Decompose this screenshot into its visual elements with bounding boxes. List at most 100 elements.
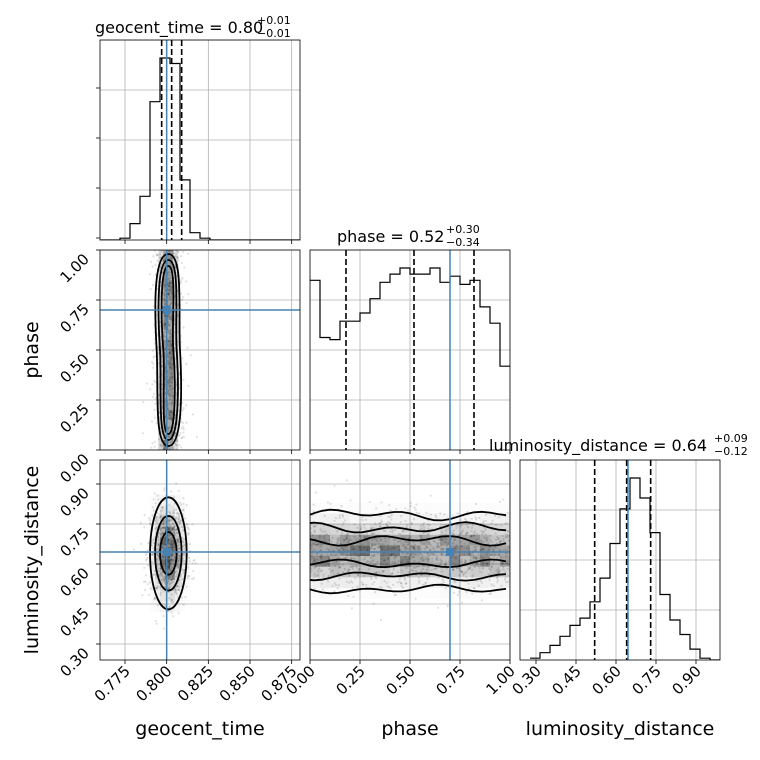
scatter-point — [490, 565, 493, 568]
density-cell — [178, 260, 183, 270]
scatter-point — [498, 553, 501, 556]
scatter-point — [477, 553, 480, 556]
density-cell — [165, 558, 170, 570]
scatter-point — [370, 578, 373, 581]
scatter-point — [149, 260, 153, 263]
scatter-point — [167, 293, 171, 296]
scatter-point — [322, 536, 325, 539]
scatter-point — [312, 559, 316, 563]
scatter-point — [172, 559, 175, 563]
scatter-point — [412, 518, 416, 521]
scatter-point — [492, 555, 496, 558]
scatter-point — [320, 582, 323, 585]
scatter-point — [413, 543, 417, 547]
scatter-point — [181, 509, 185, 512]
scatter-point — [422, 542, 425, 545]
scatter-point — [396, 571, 400, 574]
scatter-point — [172, 573, 175, 576]
scatter-point — [469, 554, 472, 557]
scatter-point — [146, 583, 149, 586]
density-cell — [170, 505, 175, 516]
title-phase-minus: −0.34 — [446, 236, 480, 249]
density-cell — [500, 513, 510, 524]
scatter-point — [169, 528, 172, 531]
scatter-point — [362, 583, 365, 586]
density-cell — [340, 534, 350, 546]
scatter-point — [492, 547, 495, 550]
scatter-point — [151, 442, 154, 445]
density-cell — [163, 330, 169, 340]
scatter-point — [404, 520, 407, 523]
scatter-point — [170, 558, 173, 561]
truth-marker — [446, 548, 454, 556]
density-cell — [173, 410, 179, 420]
scatter-point — [152, 541, 155, 545]
scatter-point — [313, 576, 316, 580]
scatter-point — [171, 375, 174, 378]
scatter-point — [162, 555, 165, 558]
scatter-point — [162, 489, 166, 492]
contour-line-upper — [310, 508, 507, 522]
scatter-point — [347, 541, 350, 544]
density-cell — [490, 556, 500, 567]
scatter-point — [157, 543, 160, 546]
scatter-point — [317, 570, 320, 573]
y-tick-label: 0.45 — [56, 604, 92, 640]
x-tick-label: 0.60 — [588, 662, 624, 698]
scatter-point — [167, 292, 170, 295]
scatter-point — [465, 570, 468, 574]
density-cell — [168, 260, 174, 270]
scatter-point — [386, 523, 389, 527]
scatter-point — [485, 564, 488, 567]
scatter-point — [499, 540, 502, 543]
scatter-point — [163, 543, 166, 546]
density-cell — [440, 588, 450, 599]
density-cell — [380, 534, 390, 546]
scatter-point — [147, 541, 150, 545]
density-cell — [163, 320, 169, 330]
scatter-point — [167, 389, 170, 392]
scatter-point — [361, 543, 364, 546]
scatter-point — [489, 534, 492, 537]
scatter-point — [490, 566, 493, 569]
scatter-point — [168, 337, 171, 340]
scatter-point — [167, 291, 171, 294]
scatter-point — [343, 548, 346, 551]
scatter-point — [409, 554, 412, 558]
scatter-point — [156, 254, 159, 257]
scatter-point — [333, 484, 336, 487]
scatter-point — [460, 561, 464, 564]
scatter-point — [430, 560, 433, 563]
scatter-point — [161, 532, 164, 535]
scatter-point — [351, 581, 354, 584]
scatter-point — [170, 344, 173, 347]
scatter-point — [393, 538, 396, 542]
panel-frame-2-0 — [99, 459, 301, 661]
density-cell — [175, 505, 180, 516]
scatter-point — [170, 564, 173, 567]
scatter-point — [360, 526, 363, 529]
density-cell — [420, 545, 430, 556]
scatter-point — [169, 560, 172, 563]
scatter-point — [180, 298, 184, 301]
scatter-point — [488, 578, 491, 581]
scatter-point — [186, 577, 190, 580]
scatter-point — [160, 445, 163, 448]
density-cell — [350, 534, 360, 546]
scatter-point — [169, 417, 172, 420]
scatter-point — [157, 535, 160, 538]
scatter-point — [429, 513, 432, 516]
scatter-point — [482, 520, 485, 523]
scatter-point — [162, 448, 166, 450]
scatter-point — [363, 524, 366, 527]
scatter-point — [170, 391, 173, 394]
scatter-point — [313, 587, 316, 590]
scatter-point — [156, 254, 159, 257]
scatter-point — [317, 543, 320, 546]
scatter-point — [172, 387, 175, 390]
scatter-point — [170, 553, 173, 556]
density-cell — [360, 577, 370, 588]
x-tick-label: 0.775 — [91, 662, 134, 705]
scatter-point — [319, 545, 322, 548]
scatter-point — [167, 540, 170, 543]
